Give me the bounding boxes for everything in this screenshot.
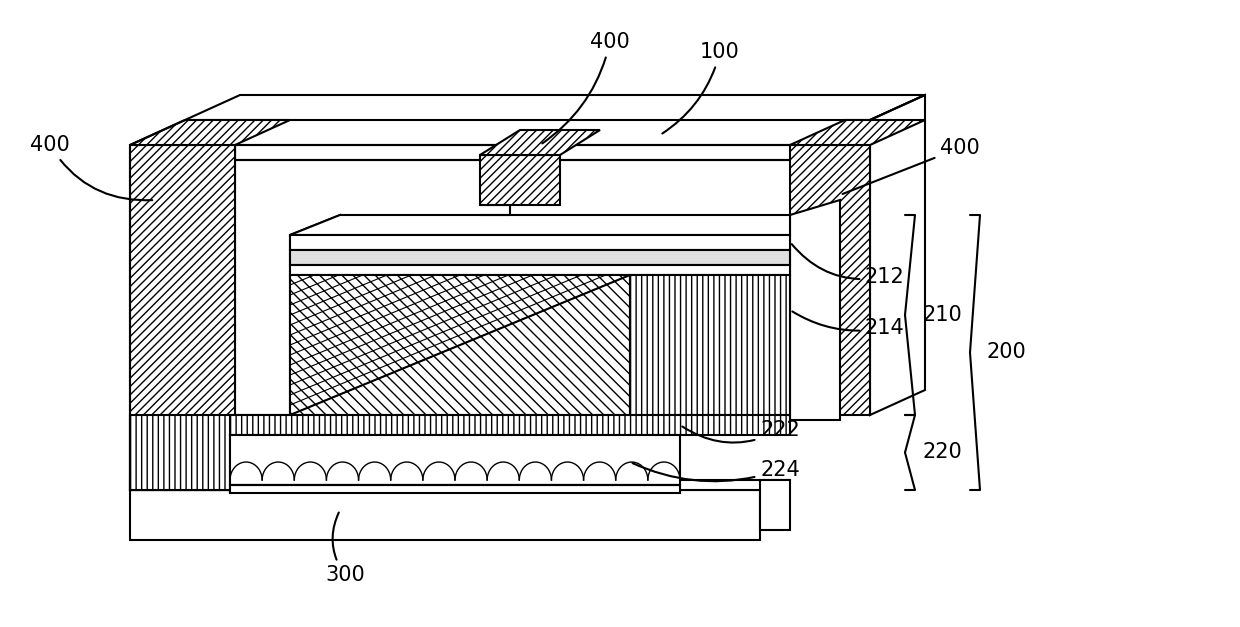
Polygon shape xyxy=(290,215,340,435)
Polygon shape xyxy=(290,235,790,250)
Polygon shape xyxy=(790,200,839,420)
Text: 400: 400 xyxy=(843,138,980,194)
Polygon shape xyxy=(130,120,290,145)
Text: 212: 212 xyxy=(792,244,905,287)
Polygon shape xyxy=(229,415,290,493)
Polygon shape xyxy=(630,275,790,415)
Text: 400: 400 xyxy=(542,32,630,144)
Polygon shape xyxy=(870,95,925,415)
Text: 214: 214 xyxy=(792,312,905,338)
Text: 300: 300 xyxy=(325,512,365,585)
Polygon shape xyxy=(130,480,790,490)
Polygon shape xyxy=(229,485,680,493)
Text: 220: 220 xyxy=(923,443,962,463)
Polygon shape xyxy=(130,490,760,540)
Polygon shape xyxy=(480,155,560,205)
Text: 222: 222 xyxy=(682,420,800,443)
Text: 200: 200 xyxy=(987,342,1027,362)
Polygon shape xyxy=(290,250,790,265)
Polygon shape xyxy=(236,145,870,160)
Text: 224: 224 xyxy=(632,460,800,482)
Text: 210: 210 xyxy=(923,305,962,325)
Polygon shape xyxy=(290,275,630,415)
Text: 400: 400 xyxy=(30,135,153,200)
Polygon shape xyxy=(130,145,236,490)
Polygon shape xyxy=(290,215,790,235)
Polygon shape xyxy=(790,145,870,415)
Polygon shape xyxy=(480,130,600,155)
Polygon shape xyxy=(760,480,790,530)
Polygon shape xyxy=(229,435,680,485)
Polygon shape xyxy=(229,415,790,435)
Polygon shape xyxy=(290,265,790,275)
Polygon shape xyxy=(790,120,925,145)
Text: 100: 100 xyxy=(662,42,740,134)
Polygon shape xyxy=(185,95,925,120)
Polygon shape xyxy=(130,415,290,490)
